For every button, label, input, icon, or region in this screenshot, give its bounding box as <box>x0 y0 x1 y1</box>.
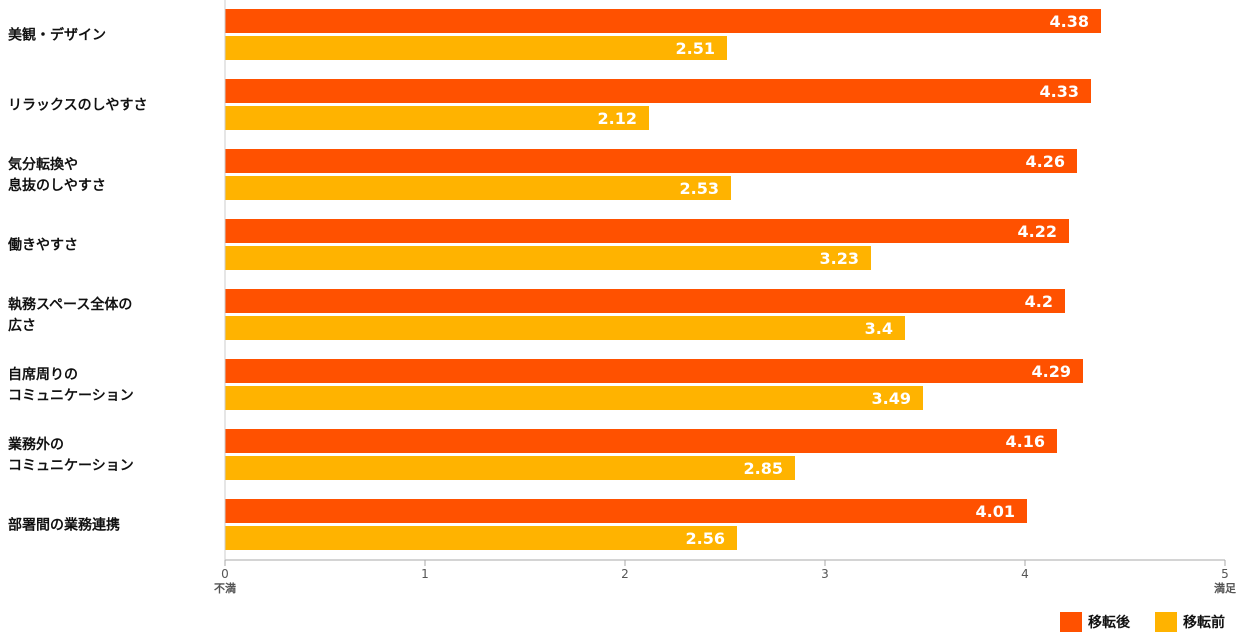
category-label: 美観・デザイン <box>8 27 106 44</box>
value-labels: 4.38 2.51 4.33 2.12 4.26 2.53 4.22 3.23 4.2 3.4 4.… <box>598 12 1089 548</box>
data-label: 4.2 <box>1025 292 1053 311</box>
category-label-line: 広さ <box>8 317 36 334</box>
data-label: 4.33 <box>1040 82 1079 101</box>
x-axis <box>224 0 1225 561</box>
category-label-line: 自席周りの <box>8 366 78 383</box>
bar-after <box>225 9 1101 33</box>
category-label-line: 執務スペース全体の <box>8 296 132 313</box>
x-axis-min-note: 不満 <box>214 581 236 595</box>
category-label-line: コミュニケーション <box>8 388 134 404</box>
x-axis-ticks: 0 1 2 3 4 5 <box>221 560 1229 581</box>
legend-label: 移転前 <box>1183 614 1225 631</box>
bar-before <box>225 386 923 410</box>
x-tick-label: 0 <box>221 567 229 581</box>
data-label: 2.53 <box>680 179 719 198</box>
data-label: 3.49 <box>872 389 911 408</box>
x-tick-label: 2 <box>621 567 629 581</box>
legend-label: 移転後 <box>1088 614 1131 631</box>
category-label: 業務外のコミュニケーション <box>7 436 134 474</box>
data-label: 4.26 <box>1026 152 1065 171</box>
bar-before <box>225 246 871 270</box>
data-label: 2.12 <box>598 109 637 128</box>
bar-after <box>225 499 1027 523</box>
category-label: 気分転換や息抜のしやすさ <box>8 156 106 194</box>
category-label-line: 気分転換や <box>8 156 78 173</box>
bar-after <box>225 219 1069 243</box>
bar-before <box>225 526 737 550</box>
bar-after <box>225 429 1057 453</box>
data-label: 4.01 <box>976 502 1015 521</box>
x-tick-label: 5 <box>1221 567 1229 581</box>
x-axis-max-note: 満足 <box>1214 581 1237 595</box>
category-label-line: 息抜のしやすさ <box>8 177 106 194</box>
bar-before <box>225 36 727 60</box>
category-label: 働きやすさ <box>7 237 78 254</box>
data-label: 2.51 <box>676 39 715 58</box>
data-label: 4.16 <box>1006 432 1045 451</box>
category-label: 部署間の業務連携 <box>8 517 120 534</box>
bar-before <box>225 456 795 480</box>
data-label: 4.38 <box>1050 12 1089 31</box>
data-label: 2.85 <box>744 459 783 478</box>
category-label-line: 美観・デザイン <box>8 27 106 44</box>
bar-after <box>225 79 1091 103</box>
data-label: 4.29 <box>1032 362 1071 381</box>
category-label-line: リラックスのしやすさ <box>8 98 147 114</box>
data-label: 2.56 <box>686 529 725 548</box>
data-label: 3.4 <box>865 319 893 338</box>
data-label: 3.23 <box>820 249 859 268</box>
legend-swatch <box>1060 612 1082 632</box>
legend-swatch <box>1155 612 1177 632</box>
bar-after <box>225 359 1083 383</box>
category-label: 執務スペース全体の広さ <box>8 296 132 334</box>
bar-after <box>225 289 1065 313</box>
category-label-line: 業務外の <box>7 436 64 453</box>
category-label-line: 働きやすさ <box>7 237 78 254</box>
category-label: リラックスのしやすさ <box>8 98 147 114</box>
category-label-line: コミュニケーション <box>8 458 134 474</box>
x-tick-label: 3 <box>821 567 829 581</box>
bar-before <box>225 316 905 340</box>
category-label: 自席周りのコミュニケーション <box>8 366 134 404</box>
category-labels: 美観・デザインリラックスのしやすさ気分転換や息抜のしやすさ働きやすさ執務スペース… <box>7 27 147 534</box>
bars <box>225 9 1101 550</box>
x-tick-label: 4 <box>1021 567 1029 581</box>
bar-before <box>225 176 731 200</box>
data-label: 4.22 <box>1018 222 1057 241</box>
x-tick-label: 1 <box>421 567 429 581</box>
category-label-line: 部署間の業務連携 <box>8 517 120 534</box>
bar-before <box>225 106 649 130</box>
legend: 移転後 移転前 <box>1060 612 1225 632</box>
bar-after <box>225 149 1077 173</box>
